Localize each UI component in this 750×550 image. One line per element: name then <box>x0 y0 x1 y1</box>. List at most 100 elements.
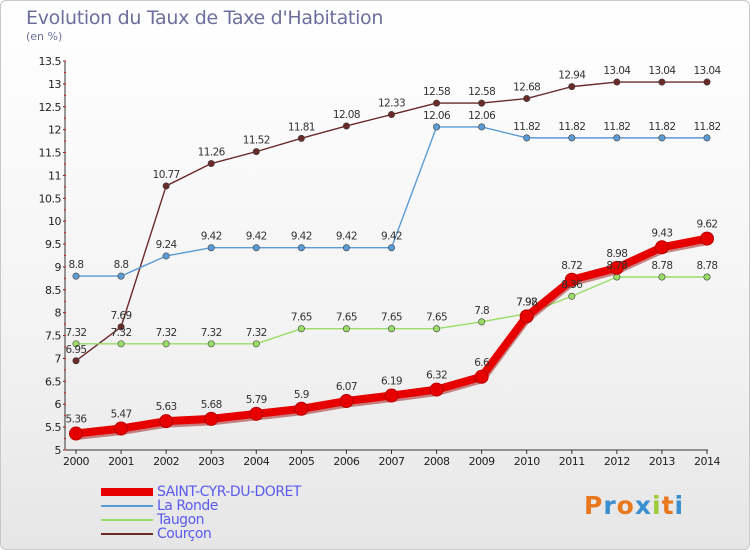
data-label: 12.58 <box>423 86 450 98</box>
y-tick-label: 11.5 <box>39 147 62 160</box>
data-point <box>252 244 260 252</box>
data-point <box>252 148 260 156</box>
legend-swatch-la-ronde <box>101 505 153 507</box>
data-point <box>613 78 621 86</box>
data-label: 8.72 <box>561 260 582 272</box>
data-label: 8.98 <box>606 248 627 260</box>
legend-item-la-ronde[interactable]: La Ronde <box>101 499 301 513</box>
data-point <box>297 325 305 333</box>
data-point <box>69 426 83 441</box>
data-point <box>72 340 80 348</box>
data-point <box>478 99 486 107</box>
y-tick-label: 5.5 <box>45 421 61 434</box>
y-tick-label: 6.5 <box>45 375 61 388</box>
x-tick-label: 2003 <box>198 455 224 468</box>
data-label: 5.79 <box>246 394 267 406</box>
legend-label: SAINT-CYR-DU-DORET <box>157 484 301 500</box>
legend-label: Courçon <box>157 526 212 542</box>
data-label: 10.77 <box>153 169 180 181</box>
y-tick-label: 12 <box>48 124 61 137</box>
data-point <box>204 411 219 426</box>
data-point <box>523 134 531 142</box>
data-point <box>474 369 489 384</box>
proxiti-logo: Proxiti <box>584 491 684 520</box>
legend-item-taugon[interactable]: Taugon <box>101 513 301 527</box>
data-label: 11.81 <box>288 121 315 133</box>
data-label: 12.58 <box>468 86 495 98</box>
legend-item-saint-cyr-du-doret[interactable]: SAINT-CYR-DU-DORET <box>101 485 301 499</box>
data-label: 7.8 <box>474 305 489 317</box>
data-label: 9.42 <box>291 231 312 243</box>
data-point <box>433 123 441 131</box>
y-tick-label: 7 <box>55 352 62 365</box>
data-point <box>703 273 711 281</box>
data-point <box>519 309 534 324</box>
y-tick-label: 8 <box>55 307 62 320</box>
data-label: 13.04 <box>693 65 721 77</box>
data-point <box>207 340 215 348</box>
y-tick-label: 5 <box>55 444 62 457</box>
y-tick-label: 13.5 <box>39 55 62 68</box>
data-label: 7.65 <box>336 312 357 324</box>
data-point <box>159 414 174 429</box>
data-label: 9.42 <box>381 231 402 243</box>
logo-letter: i <box>652 491 662 520</box>
data-point <box>387 111 395 119</box>
data-label: 9.42 <box>246 231 267 243</box>
data-point <box>294 401 309 416</box>
data-point <box>700 231 714 246</box>
data-point <box>114 421 129 436</box>
data-label: 9.43 <box>651 227 672 239</box>
data-point <box>339 394 354 409</box>
x-tick-label: 2000 <box>63 455 89 468</box>
x-tick-label: 2007 <box>379 455 405 468</box>
data-point <box>297 134 305 142</box>
data-label: 13.04 <box>648 65 676 77</box>
data-label: 11.82 <box>603 121 630 133</box>
data-label: 12.06 <box>468 110 496 122</box>
data-label: 7.32 <box>156 327 177 339</box>
data-label: 12.08 <box>333 109 360 121</box>
x-tick-label: 2008 <box>424 455 450 468</box>
chart-unit-label: (en %) <box>26 30 63 43</box>
data-label: 11.52 <box>243 135 270 147</box>
data-label: 7.92 <box>516 296 537 308</box>
data-label: 8.36 <box>561 279 583 291</box>
data-label: 7.65 <box>291 312 312 324</box>
data-point <box>117 323 125 331</box>
data-label: 5.47 <box>111 408 132 420</box>
data-label: 12.33 <box>378 98 405 110</box>
logo-letter: P <box>584 491 604 520</box>
y-tick-label: 10.5 <box>39 192 62 205</box>
data-point <box>478 123 486 131</box>
data-point <box>117 340 125 348</box>
data-point <box>249 406 264 421</box>
data-point <box>654 240 669 255</box>
data-point <box>387 244 395 252</box>
legend-swatch-courcon <box>101 533 153 535</box>
data-label: 7.98 <box>516 297 537 309</box>
data-label: 9.62 <box>697 219 718 231</box>
data-label: 6.19 <box>381 376 402 388</box>
data-label: 8.8 <box>69 259 84 271</box>
data-label: 8.78 <box>697 260 718 272</box>
logo-letter: t <box>661 491 675 520</box>
y-tick-label: 13 <box>48 78 61 91</box>
logo-letter: o <box>616 491 635 520</box>
data-point <box>162 252 170 260</box>
chart-legend: SAINT-CYR-DU-DORET La Ronde Taugon Courç… <box>101 485 301 541</box>
data-label: 6.07 <box>336 381 357 393</box>
data-label: 6.95 <box>66 344 87 356</box>
x-tick-label: 2005 <box>288 455 314 468</box>
data-label: 12.94 <box>558 70 586 82</box>
data-point <box>564 272 579 287</box>
x-tick-label: 2001 <box>108 455 134 468</box>
data-point <box>433 325 441 333</box>
data-point <box>658 78 666 86</box>
data-point <box>658 273 666 281</box>
legend-item-courcon[interactable]: Courçon <box>101 527 301 541</box>
data-label: 7.32 <box>66 327 87 339</box>
data-point <box>384 388 399 403</box>
data-point <box>72 272 80 280</box>
